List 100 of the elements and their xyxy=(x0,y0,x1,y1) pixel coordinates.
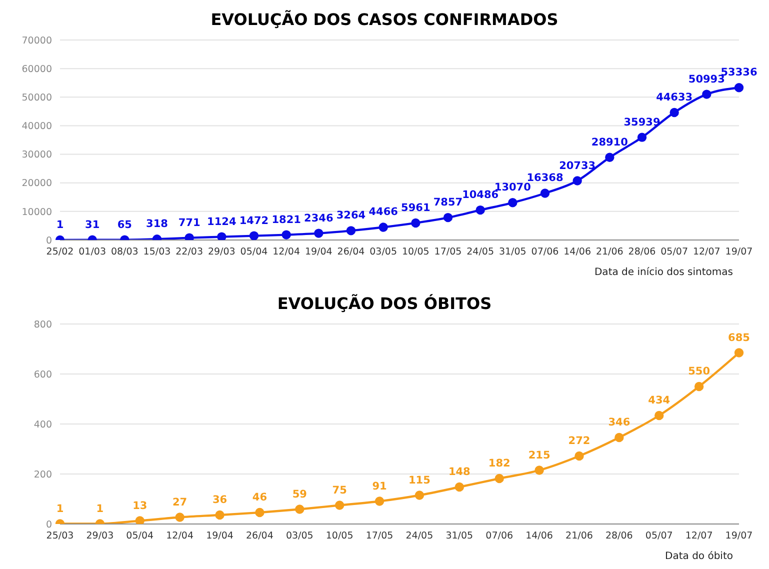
point xyxy=(574,451,584,461)
data-label: 28910 xyxy=(591,136,628,148)
y-tick-label: 0 xyxy=(46,519,52,530)
x-tick-label: 29/03 xyxy=(86,530,114,542)
data-label: 434 xyxy=(648,394,670,406)
x-tick-label: 26/04 xyxy=(337,246,365,258)
x-tick-label: 03/05 xyxy=(286,530,314,542)
point xyxy=(494,474,504,484)
data-label: 20733 xyxy=(559,160,596,172)
data-label: 148 xyxy=(448,466,470,478)
point xyxy=(249,231,259,240)
x-tick-label: 28/06 xyxy=(628,246,656,258)
point xyxy=(346,226,356,236)
x-tick-label: 05/04 xyxy=(126,530,154,542)
point xyxy=(378,222,388,232)
data-label: 1 xyxy=(96,502,104,515)
x-tick-label: 14/06 xyxy=(564,246,592,258)
point xyxy=(654,410,664,420)
data-label: 771 xyxy=(178,216,200,229)
point xyxy=(476,205,485,215)
point xyxy=(217,232,226,240)
point xyxy=(694,382,704,392)
y-tick-label: 50000 xyxy=(22,92,52,104)
data-label: 1 xyxy=(56,502,64,515)
data-label: 3264 xyxy=(336,210,366,222)
x-tick-label: 12/07 xyxy=(685,530,713,542)
y-tick-label: 70000 xyxy=(22,35,52,46)
point xyxy=(282,230,291,240)
data-label: 27 xyxy=(172,496,188,508)
data-label: 1 xyxy=(56,218,64,231)
x-tick-label: 12/04 xyxy=(166,530,194,542)
point xyxy=(215,510,224,520)
data-label: 4466 xyxy=(368,206,398,218)
x-axis-title: Data de início dos sintomas xyxy=(594,267,733,278)
x-tick-label: 07/06 xyxy=(486,530,514,542)
data-label: 44633 xyxy=(656,91,693,104)
y-tick-label: 10000 xyxy=(22,206,52,218)
point xyxy=(605,152,614,162)
point xyxy=(534,466,544,475)
data-label: 91 xyxy=(372,480,387,492)
point xyxy=(508,198,518,208)
data-label: 1124 xyxy=(207,216,236,228)
data-label: 75 xyxy=(332,484,347,496)
data-label: 318 xyxy=(146,218,168,230)
x-tick-label: 01/03 xyxy=(78,246,106,258)
point xyxy=(454,482,464,492)
x-tick-label: 07/06 xyxy=(531,246,559,258)
x-tick-label: 19/07 xyxy=(725,530,753,542)
y-tick-label: 0 xyxy=(46,235,52,246)
data-label: 685 xyxy=(728,332,750,344)
x-tick-label: 28/06 xyxy=(605,530,633,542)
x-tick-label: 24/05 xyxy=(466,246,494,258)
point xyxy=(734,348,744,358)
x-tick-label: 17/05 xyxy=(434,246,462,258)
chart-title: EVOLUÇÃO DOS ÓBITOS xyxy=(276,293,493,315)
point xyxy=(414,490,424,500)
point xyxy=(411,218,420,228)
point xyxy=(314,228,324,238)
data-label: 46 xyxy=(252,492,268,504)
point xyxy=(175,512,184,522)
data-label: 7857 xyxy=(433,196,463,209)
x-tick-label: 17/05 xyxy=(366,530,394,542)
data-label: 10486 xyxy=(462,189,499,202)
x-tick-label: 21/06 xyxy=(596,246,624,258)
point xyxy=(540,188,550,198)
data-label: 346 xyxy=(608,416,630,428)
x-tick-label: 19/07 xyxy=(725,246,753,258)
y-tick-label: 60000 xyxy=(22,64,52,75)
x-tick-label: 22/03 xyxy=(176,246,204,258)
y-tick-label: 40000 xyxy=(22,121,52,132)
x-tick-label: 29/03 xyxy=(208,246,236,258)
y-tick-label: 20000 xyxy=(22,178,52,190)
y-tick-label: 200 xyxy=(34,469,52,480)
y-tick-label: 400 xyxy=(34,419,52,430)
data-label: 31 xyxy=(85,218,100,231)
y-tick-label: 30000 xyxy=(22,150,52,161)
data-label: 2346 xyxy=(304,212,334,224)
data-label: 59 xyxy=(292,488,307,500)
x-tick-label: 05/04 xyxy=(240,246,268,258)
x-tick-label: 15/03 xyxy=(143,246,171,258)
data-label: 65 xyxy=(117,218,132,231)
chart-title: EVOLUÇÃO DOS CASOS CONFIRMADOS xyxy=(210,9,560,31)
data-label: 5961 xyxy=(401,202,430,214)
x-tick-label: 21/06 xyxy=(566,530,593,542)
point xyxy=(637,132,647,142)
x-tick-label: 19/04 xyxy=(206,530,234,542)
data-label: 13 xyxy=(132,500,148,512)
point xyxy=(614,432,624,442)
x-tick-label: 03/05 xyxy=(370,246,398,258)
point xyxy=(135,516,144,524)
point xyxy=(670,108,679,118)
x-tick-label: 05/07 xyxy=(645,530,673,542)
point xyxy=(374,496,384,506)
x-tick-label: 25/03 xyxy=(46,530,74,542)
data-label: 36 xyxy=(212,494,228,506)
point xyxy=(334,500,344,510)
x-axis-title: Data do óbito xyxy=(665,551,733,562)
x-tick-label: 14/06 xyxy=(526,530,553,542)
x-tick-label: 05/07 xyxy=(660,246,688,258)
data-label: 115 xyxy=(408,474,430,486)
